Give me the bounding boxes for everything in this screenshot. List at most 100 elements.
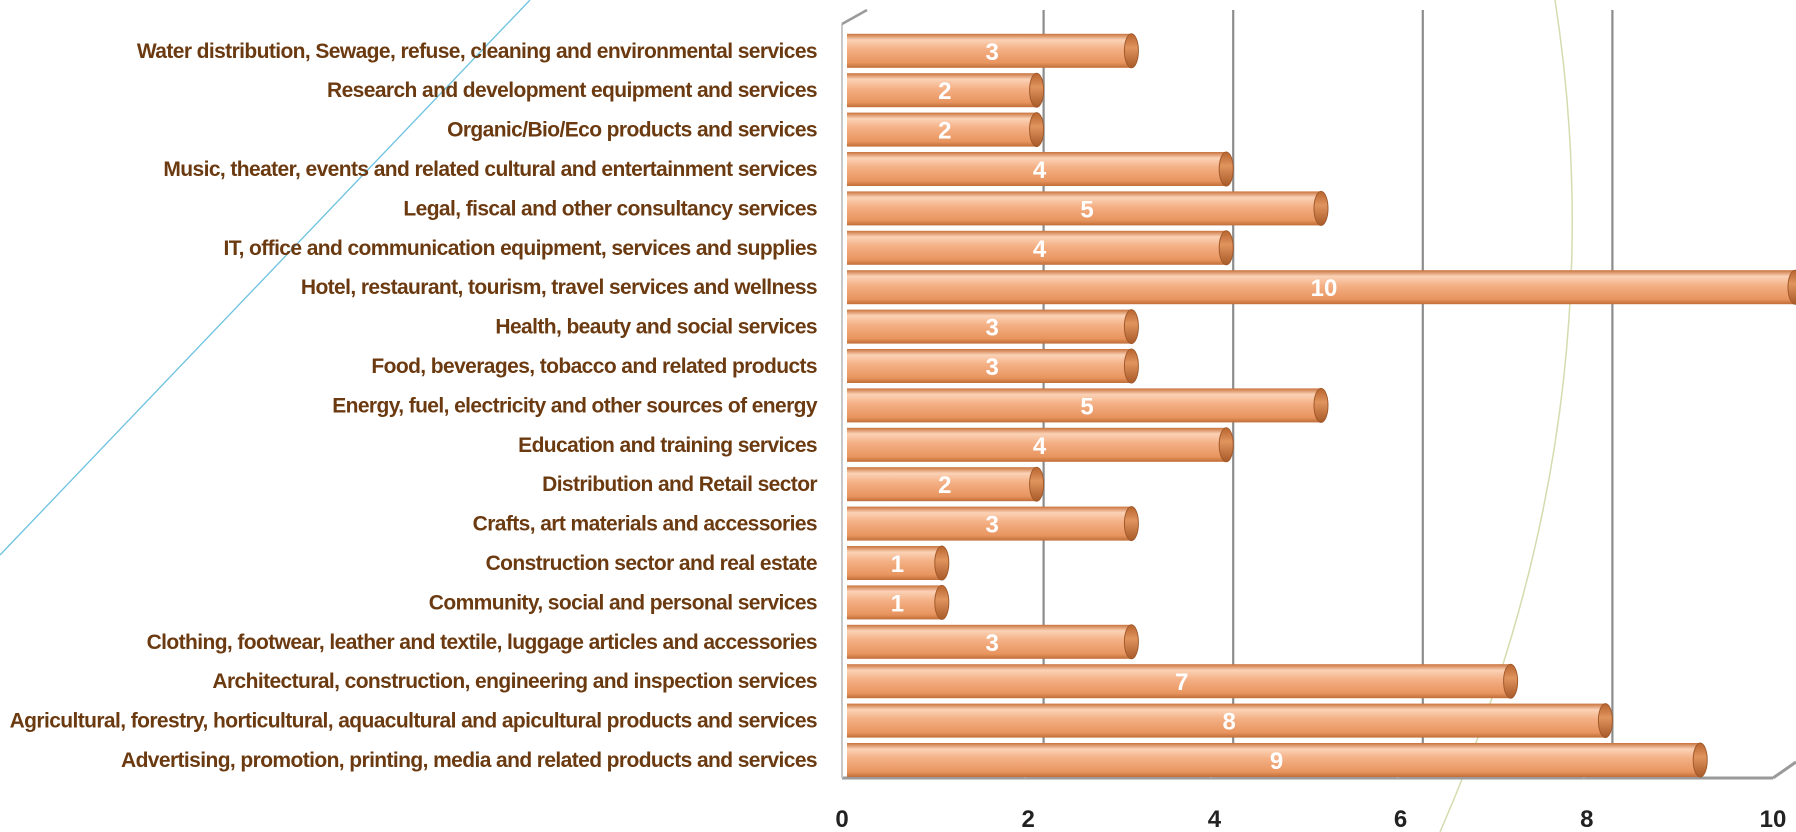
bar: 4 [847,427,1234,463]
bar-end-cap [1218,427,1234,463]
bar-end-cap [1313,190,1329,226]
bar-value-label: 5 [1080,393,1093,420]
category-label: Hotel, restaurant, tourism, travel servi… [301,276,817,299]
bar-value-label: 3 [986,630,999,657]
bar-body [847,270,1795,305]
category-labels: Advertising, promotion, printing, media … [10,40,819,772]
x-tick-label: 8 [1580,806,1593,832]
bar-value-label: 4 [1033,433,1047,460]
category-label: Construction sector and real estate [486,552,817,575]
x-tick-label: 2 [1022,806,1035,832]
bar-end-cap [1218,230,1234,266]
x-tick-label: 0 [835,806,848,832]
bar-end-cap [1503,663,1519,699]
bar-end-cap [1029,112,1045,148]
bar-body [847,624,1132,659]
bar-value-label: 1 [891,590,904,617]
bar: 2 [847,466,1045,502]
bar-end-cap [1123,348,1139,384]
bar-body [847,546,942,580]
bar-end-cap [1029,72,1045,108]
category-label: Legal, fiscal and other consultancy serv… [403,197,817,220]
bar-end-cap [1123,33,1139,69]
bar-value-label: 3 [986,354,999,381]
bar: 1 [847,545,950,581]
y-axis-depth-top [841,8,868,26]
bar-body [847,309,1132,344]
bar-body [847,191,1321,226]
bar-end-cap [1692,742,1708,778]
bar-value-label: 3 [986,315,999,342]
bar: 5 [847,190,1329,226]
bar-value-label: 8 [1223,709,1236,736]
category-label: Architectural, construction, engineering… [212,670,817,693]
bar: 4 [847,230,1234,266]
bar-body [847,230,1227,265]
bar: 5 [847,387,1329,423]
bar-end-cap [934,545,950,581]
bar: 2 [847,72,1045,108]
bar-end-cap [1218,151,1234,187]
bar-body [847,73,1037,108]
x-axis-depth-right [1772,760,1796,780]
bar: 3 [847,348,1139,384]
bar: 1 [847,584,950,620]
bar-end-cap [1597,703,1613,739]
bar-end-cap [1029,466,1045,502]
bar-end-cap [934,584,950,620]
bars: 9 8 7 3 1 1 3 2 4 5 3 3 10 4 5 4 2 2 3 [847,33,1796,778]
category-label: Water distribution, Sewage, refuse, clea… [137,40,817,63]
bar-body [847,427,1227,462]
bar-body [847,388,1321,423]
bar-value-label: 3 [986,512,999,539]
bar: 9 [847,742,1708,778]
bar-value-label: 4 [1033,236,1047,263]
category-label: Community, social and personal services [429,591,817,614]
bar-end-cap [1123,309,1139,345]
bar: 8 [847,703,1613,739]
bar-body [847,703,1606,738]
bar-body [847,112,1037,147]
bar-body [847,664,1511,699]
category-label: Distribution and Retail sector [542,473,817,496]
bar-end-cap [1123,624,1139,660]
category-label: Advertising, promotion, printing, media … [121,749,817,772]
category-label: IT, office and communication equipment, … [223,237,817,260]
category-label: Health, beauty and social services [495,316,817,339]
category-label: Music, theater, events and related cultu… [163,158,817,181]
category-label: Clothing, footwear, leather and textile,… [147,631,817,654]
bar-body [847,585,942,620]
bar: 3 [847,33,1139,69]
x-tick-label: 4 [1208,806,1222,832]
bar-value-label: 2 [938,118,951,145]
bar-body [847,506,1132,541]
decor-line-blue [0,0,531,556]
bar: 7 [847,663,1519,699]
category-label: Crafts, art materials and accessories [473,513,817,536]
bar-value-label: 2 [938,472,951,499]
bar-body [847,467,1037,502]
bar: 3 [847,506,1139,542]
bar-body [847,743,1701,777]
bar-value-label: 1 [891,551,904,578]
x-tick-label: 10 [1760,806,1787,832]
plot-frame [841,8,1796,780]
bar-body [847,152,1227,186]
category-label: Agricultural, forestry, horticultural, a… [10,710,817,733]
bar-body [847,33,1132,68]
bar-value-label: 10 [1311,275,1338,302]
bar-value-label: 4 [1033,157,1047,184]
x-tick-label: 6 [1394,806,1407,832]
bar-value-label: 7 [1175,669,1188,696]
bar: 3 [847,309,1139,345]
bar: 2 [847,112,1045,148]
bar-value-label: 5 [1080,196,1093,223]
bar-value-label: 3 [986,39,999,66]
bar: 4 [847,151,1234,187]
category-label: Education and training services [518,434,817,457]
bar-value-label: 2 [938,78,951,105]
category-label: Organic/Bio/Eco products and services [447,119,817,142]
x-axis-ticks: 0 2 4 6 8 10 [835,806,1786,832]
bar-end-cap [1313,387,1329,423]
